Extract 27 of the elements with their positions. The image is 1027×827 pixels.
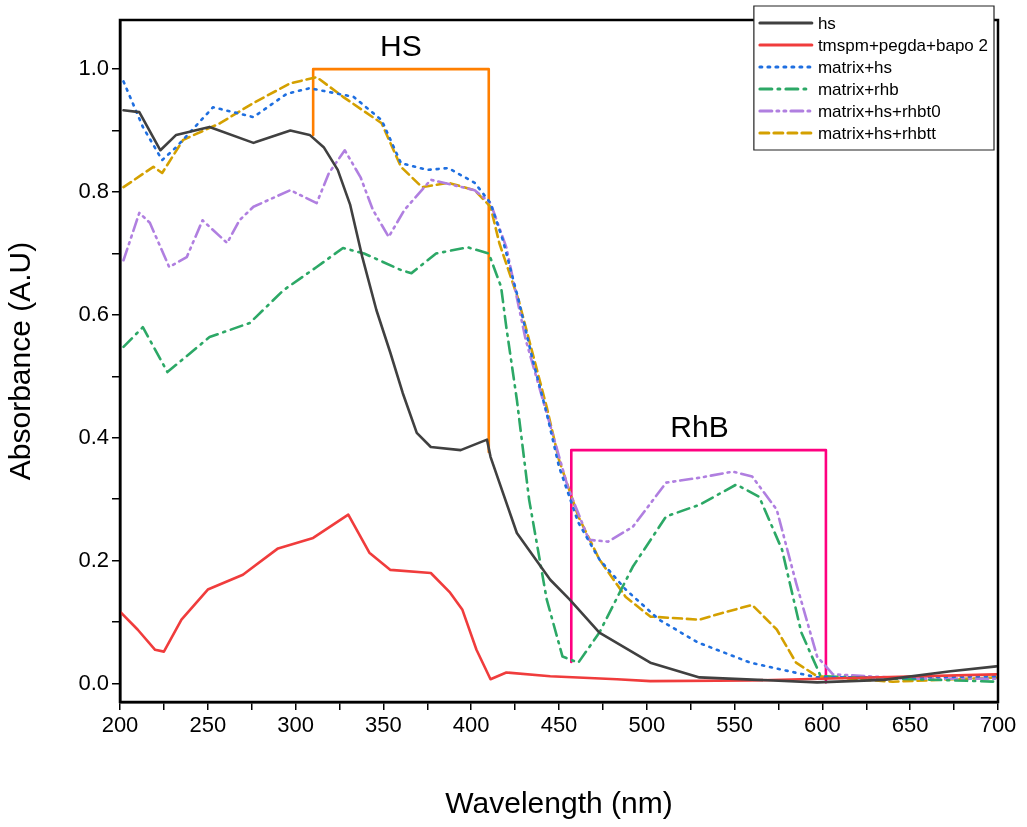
x-tick-label: 550 xyxy=(716,712,753,738)
legend-label: matrix+rhb xyxy=(817,79,899,99)
y-tick-label: 0.4 xyxy=(78,423,109,449)
x-tick-label: 600 xyxy=(804,712,841,738)
x-tick-label: 400 xyxy=(452,712,490,738)
x-tick-label: 650 xyxy=(891,712,929,738)
annotation: HS xyxy=(380,29,422,63)
x-tick-label: 250 xyxy=(189,712,227,738)
y-tick-label: 1.0 xyxy=(78,55,109,81)
x-tick-label: 200 xyxy=(101,712,139,738)
annotation: RhB xyxy=(670,410,729,444)
legend-label: matrix+hs xyxy=(817,57,893,77)
legend-label: matrix+hs+rhbtt xyxy=(817,123,937,143)
legend-label: tmspm+pegda+bapo 2 xyxy=(817,35,988,55)
y-axis-title: Absorbance (A.U) xyxy=(3,241,37,481)
x-tick-label: 450 xyxy=(540,712,578,738)
x-tick-label: 500 xyxy=(628,712,666,738)
legend-label: matrix+hs+rhbt0 xyxy=(817,101,941,121)
x-tick-label: 300 xyxy=(277,712,314,738)
y-tick-label: 0.0 xyxy=(78,669,109,695)
y-tick-label: 0.6 xyxy=(78,300,109,326)
x-axis-title: Wavelength (nm) xyxy=(445,786,673,820)
y-tick-label: 0.2 xyxy=(78,546,109,572)
x-tick-label: 350 xyxy=(365,712,402,738)
legend-label: hs xyxy=(817,13,836,33)
x-tick-label: 700 xyxy=(979,712,1017,738)
y-tick-label: 0.8 xyxy=(78,178,109,204)
